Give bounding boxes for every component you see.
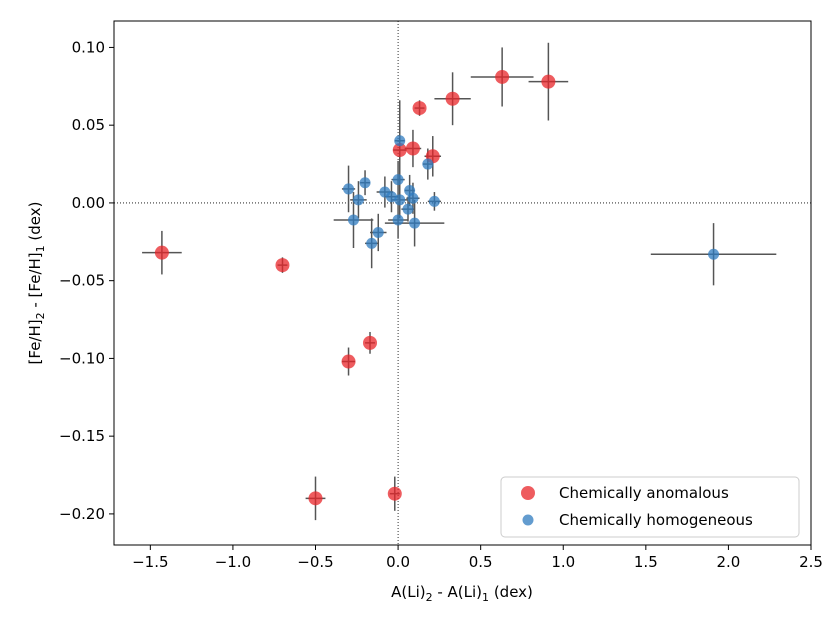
point-homogeneous <box>372 226 384 238</box>
x-tick-label: 0.5 <box>469 553 493 571</box>
point-anomalous <box>275 258 290 273</box>
x-tick-label: −1.5 <box>132 553 168 571</box>
x-axis-label: A(Li)2 - A(Li)1 (dex) <box>391 583 533 604</box>
point-anomalous <box>405 141 420 156</box>
y-tick-label: 0.00 <box>72 194 105 212</box>
data-points <box>154 69 720 506</box>
point-homogeneous <box>394 135 406 147</box>
point-homogeneous <box>407 192 419 204</box>
y-tick-label: 0.05 <box>72 116 105 134</box>
point-homogeneous <box>402 203 414 215</box>
y-axis-ticks: 0.10 0.05 0.00 −0.05 −0.10 −0.15 −0.20 <box>59 38 114 523</box>
legend-marker-anomalous <box>521 486 535 500</box>
y-axis-label: [Fe/H]2 - [Fe/H]1 (dex) <box>26 202 47 365</box>
y-tick-label: −0.20 <box>59 505 105 523</box>
point-homogeneous <box>428 195 440 207</box>
point-homogeneous <box>352 194 364 206</box>
x-tick-label: 2.5 <box>799 553 823 571</box>
point-homogeneous <box>422 158 434 170</box>
point-homogeneous <box>343 183 355 195</box>
x-tick-label: 1.0 <box>551 553 575 571</box>
legend-box <box>500 476 800 538</box>
point-homogeneous <box>366 237 378 249</box>
point-homogeneous <box>392 214 404 226</box>
x-tick-label: 1.5 <box>634 553 658 571</box>
point-anomalous <box>541 74 556 89</box>
legend-marker-homogeneous <box>522 514 534 526</box>
point-homogeneous <box>394 194 406 206</box>
x-tick-label: −1.0 <box>215 553 251 571</box>
point-anomalous <box>412 101 427 116</box>
point-homogeneous <box>385 191 397 203</box>
y-tick-label: −0.15 <box>59 427 105 445</box>
legend: Chemically anomalous Chemically homogene… <box>500 476 800 538</box>
x-tick-label: −0.5 <box>297 553 333 571</box>
point-homogeneous <box>392 174 404 186</box>
point-anomalous <box>308 491 323 506</box>
legend-label-homogeneous: Chemically homogeneous <box>559 511 753 529</box>
point-homogeneous <box>708 248 720 260</box>
y-tick-label: −0.10 <box>59 349 105 367</box>
point-anomalous <box>154 245 169 260</box>
x-tick-label: 0.0 <box>386 553 410 571</box>
point-anomalous <box>495 69 510 84</box>
point-anomalous <box>392 143 407 158</box>
y-tick-label: 0.10 <box>72 38 105 56</box>
y-tick-label: −0.05 <box>59 272 105 290</box>
point-homogeneous <box>409 217 421 229</box>
reference-lines <box>114 21 811 545</box>
legend-label-anomalous: Chemically anomalous <box>559 484 729 502</box>
point-anomalous <box>445 91 460 106</box>
point-anomalous <box>341 354 356 369</box>
x-axis-ticks: −1.5 −1.0 −0.5 0.0 0.5 1.0 1.5 2.0 2.5 <box>132 545 823 571</box>
point-homogeneous <box>347 214 359 226</box>
point-anomalous <box>387 486 402 501</box>
x-tick-label: 2.0 <box>716 553 740 571</box>
point-anomalous <box>363 335 378 350</box>
plot-frame <box>113 20 812 546</box>
point-homogeneous <box>359 177 371 189</box>
